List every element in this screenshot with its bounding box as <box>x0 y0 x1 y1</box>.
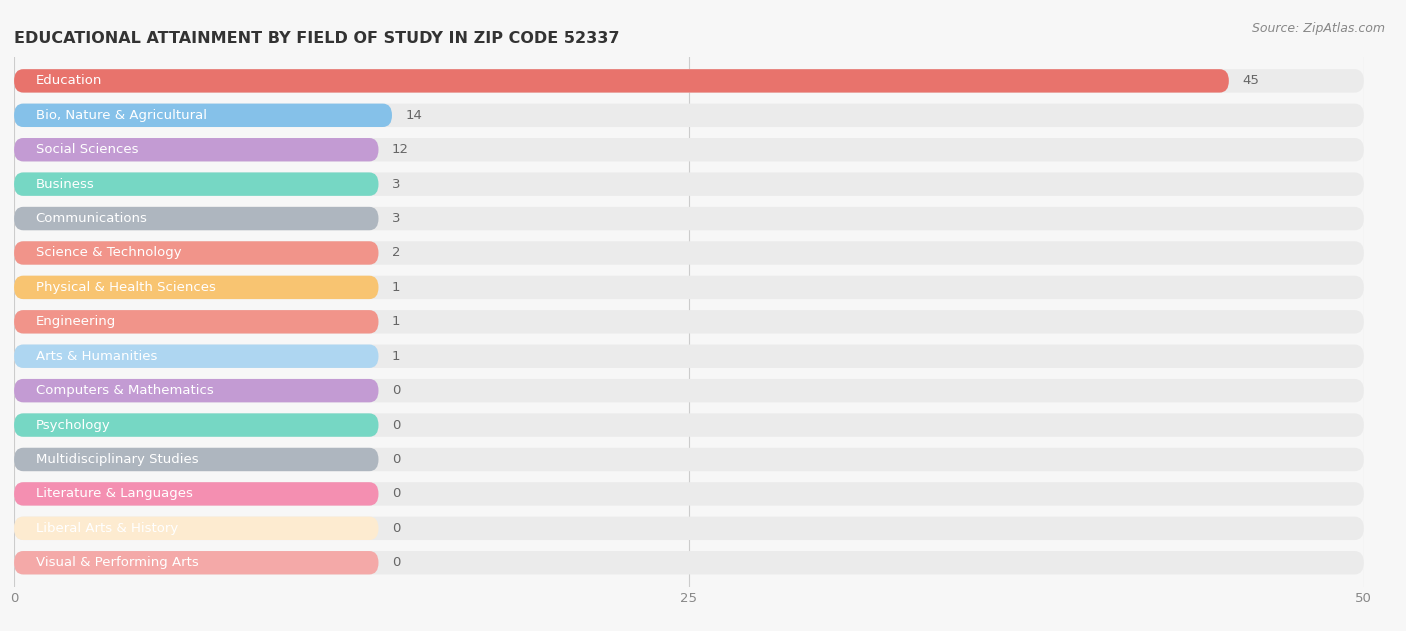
FancyBboxPatch shape <box>14 551 378 574</box>
FancyBboxPatch shape <box>14 103 1364 127</box>
Text: Education: Education <box>35 74 103 87</box>
FancyBboxPatch shape <box>14 413 1364 437</box>
FancyBboxPatch shape <box>14 241 378 264</box>
FancyBboxPatch shape <box>14 482 1364 505</box>
Text: Physical & Health Sciences: Physical & Health Sciences <box>35 281 215 294</box>
Text: Psychology: Psychology <box>35 418 111 432</box>
Text: 0: 0 <box>392 418 401 432</box>
FancyBboxPatch shape <box>14 345 378 368</box>
FancyBboxPatch shape <box>14 482 378 505</box>
FancyBboxPatch shape <box>14 207 1364 230</box>
FancyBboxPatch shape <box>14 551 1364 574</box>
FancyBboxPatch shape <box>14 241 1364 264</box>
Text: 0: 0 <box>392 453 401 466</box>
FancyBboxPatch shape <box>14 138 378 162</box>
Text: 1: 1 <box>392 350 401 363</box>
Text: 0: 0 <box>392 557 401 569</box>
FancyBboxPatch shape <box>14 413 378 437</box>
Text: Source: ZipAtlas.com: Source: ZipAtlas.com <box>1251 22 1385 35</box>
Text: 3: 3 <box>392 178 401 191</box>
FancyBboxPatch shape <box>14 345 1364 368</box>
Text: 3: 3 <box>392 212 401 225</box>
FancyBboxPatch shape <box>14 379 1364 403</box>
FancyBboxPatch shape <box>14 207 378 230</box>
FancyBboxPatch shape <box>14 138 1364 162</box>
Text: Social Sciences: Social Sciences <box>35 143 138 156</box>
Text: EDUCATIONAL ATTAINMENT BY FIELD OF STUDY IN ZIP CODE 52337: EDUCATIONAL ATTAINMENT BY FIELD OF STUDY… <box>14 31 620 46</box>
Text: Science & Technology: Science & Technology <box>35 247 181 259</box>
Text: 12: 12 <box>392 143 409 156</box>
FancyBboxPatch shape <box>14 172 378 196</box>
Text: Liberal Arts & History: Liberal Arts & History <box>35 522 179 535</box>
FancyBboxPatch shape <box>14 310 378 334</box>
Text: Literature & Languages: Literature & Languages <box>35 487 193 500</box>
Text: 1: 1 <box>392 316 401 328</box>
FancyBboxPatch shape <box>14 103 392 127</box>
Text: Communications: Communications <box>35 212 148 225</box>
Text: 0: 0 <box>392 522 401 535</box>
Text: Multidisciplinary Studies: Multidisciplinary Studies <box>35 453 198 466</box>
Text: 1: 1 <box>392 281 401 294</box>
FancyBboxPatch shape <box>14 276 1364 299</box>
FancyBboxPatch shape <box>14 517 1364 540</box>
FancyBboxPatch shape <box>14 448 378 471</box>
Text: Bio, Nature & Agricultural: Bio, Nature & Agricultural <box>35 109 207 122</box>
Text: 0: 0 <box>392 384 401 397</box>
Text: 2: 2 <box>392 247 401 259</box>
FancyBboxPatch shape <box>14 69 1364 93</box>
FancyBboxPatch shape <box>14 276 378 299</box>
Text: 14: 14 <box>405 109 422 122</box>
FancyBboxPatch shape <box>14 448 1364 471</box>
FancyBboxPatch shape <box>14 172 1364 196</box>
Text: 45: 45 <box>1243 74 1260 87</box>
FancyBboxPatch shape <box>14 69 1229 93</box>
Text: Computers & Mathematics: Computers & Mathematics <box>35 384 214 397</box>
FancyBboxPatch shape <box>14 379 378 403</box>
Text: Arts & Humanities: Arts & Humanities <box>35 350 157 363</box>
Text: Business: Business <box>35 178 94 191</box>
Text: 0: 0 <box>392 487 401 500</box>
Text: Visual & Performing Arts: Visual & Performing Arts <box>35 557 198 569</box>
FancyBboxPatch shape <box>14 310 1364 334</box>
FancyBboxPatch shape <box>14 517 378 540</box>
Text: Engineering: Engineering <box>35 316 115 328</box>
